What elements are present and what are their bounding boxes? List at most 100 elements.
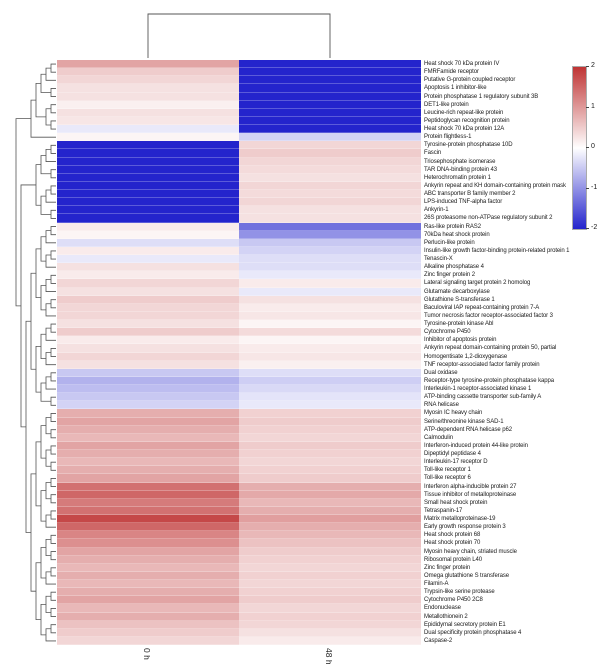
row-label: Ras-like protein RAS2 [424, 223, 481, 230]
heatmap-cell [57, 588, 239, 597]
heatmap-cell [239, 539, 421, 548]
heatmap-cell [239, 295, 421, 304]
row-label: Myosin heavy chain, striated muscle [424, 548, 517, 555]
legend-tick-label: 2 [591, 62, 595, 69]
heatmap-cell [57, 474, 239, 483]
row-label: Perlucin-like protein [424, 239, 475, 246]
row-label: TAR DNA-binding protein 43 [424, 166, 497, 173]
heatmap-cell [239, 181, 421, 190]
row-label: Lateral signaling target protein 2 homol… [424, 280, 531, 287]
heatmap-cell [239, 84, 421, 93]
row-label: Zinc finger protein [424, 564, 471, 571]
heatmap-cell [239, 441, 421, 450]
heatmap-cell [57, 141, 239, 150]
heatmap-cell [57, 116, 239, 125]
color-legend-bar [572, 66, 587, 230]
legend-tick-label: 1 [591, 102, 595, 110]
row-label: LPS-induced TNF-alpha factor [424, 199, 503, 206]
heatmap-cell [239, 190, 421, 199]
heatmap-cell [57, 238, 239, 247]
legend-tick-label: 0 [591, 143, 595, 150]
heatmap-cell [239, 604, 421, 613]
heatmap-cell [57, 636, 239, 645]
heatmap-cell [57, 181, 239, 190]
heatmap-cell [57, 214, 239, 223]
legend-tick-mark [586, 66, 589, 67]
row-label: Heat shock protein 68 [424, 532, 481, 539]
heatmap-cell [57, 125, 239, 134]
row-label: Serine/threonine kinase SAD-1 [424, 418, 504, 425]
heatmap-cell [239, 328, 421, 337]
heatmap-cell [57, 393, 239, 402]
row-labels: Heat shock 70 kDa protein IV FMRFamide re… [424, 60, 610, 645]
heatmap-cell [57, 620, 239, 629]
heatmap-cell [239, 433, 421, 442]
heatmap-cell [239, 506, 421, 515]
heatmap-cell [57, 206, 239, 215]
row-label: Dual specificity protein phosphatase 4 [424, 629, 522, 636]
heatmap-cell [57, 360, 239, 369]
heatmap-cell [239, 116, 421, 125]
heatmap-cell [57, 490, 239, 499]
row-label: ATP-binding cassette transporter sub-fam… [424, 394, 542, 401]
heatmap-cell [239, 596, 421, 605]
heatmap-cell [239, 214, 421, 223]
row-label: FMRFamide receptor [424, 69, 479, 76]
heatmap-cell [57, 425, 239, 434]
heatmap-cell [57, 376, 239, 385]
heatmap-cell [57, 344, 239, 353]
heatmap-cell [239, 393, 421, 402]
heatmap-cell [239, 336, 421, 345]
heatmap-cell [57, 133, 239, 142]
row-label: Baculoviral IAP repeat-containing protei… [424, 304, 540, 311]
row-label: Small heat shock protein [424, 499, 488, 506]
heatmap-cell [239, 409, 421, 418]
row-label: Tetraspanin-17 [424, 507, 463, 514]
row-label: Myosin IC heavy chain [424, 410, 483, 417]
heatmap-cell [57, 531, 239, 540]
heatmap-cell [239, 271, 421, 280]
heatmap-cell [239, 108, 421, 117]
row-label: Ankyrin-1 [424, 207, 449, 214]
row-label: Endonuclease [424, 605, 461, 612]
heatmap-cell [57, 385, 239, 394]
heatmap-cell [239, 547, 421, 556]
row-label: Heat shock 70 kDa protein 12A [424, 126, 505, 132]
row-label: Glutathione S-transferase 1 [424, 296, 495, 303]
row-label: Tissue inhibitor of metalloproteinase [424, 491, 517, 498]
row-label: Leucine-rich repeat-like protein [424, 109, 504, 116]
row-label: Glutamate decarboxylase [424, 288, 490, 295]
row-label: TNF receptor-associated factor family pr… [424, 361, 540, 368]
heatmap-cell [57, 100, 239, 109]
heatmap-cell [57, 255, 239, 264]
heatmap-cell [239, 173, 421, 182]
heatmap-cell [239, 482, 421, 491]
row-label: Interleukin-17 receptor D [424, 459, 488, 466]
heatmap-cell [57, 328, 239, 337]
heatmap-cell [239, 620, 421, 629]
row-label: Heterochromatin protein 1 [424, 174, 491, 181]
heatmap-cell [57, 230, 239, 239]
heatmap-cell [57, 149, 239, 158]
row-label: Apoptosis 1 inhibitor-like [424, 85, 487, 92]
heatmap-cell [57, 92, 239, 101]
heatmap-cell [239, 352, 421, 361]
row-label: Cytochrome P450 2C8 [424, 597, 483, 604]
heatmap-cell [57, 612, 239, 621]
legend-tick-mark [586, 106, 589, 108]
heatmap-cell [239, 263, 421, 272]
row-label: Alkaline phosphatase 4 [424, 264, 484, 271]
row-label: Caspase-2 [424, 637, 453, 644]
heatmap-cell [239, 450, 421, 459]
row-label: Insulin-like growth factor-binding prote… [424, 247, 570, 254]
row-label: Heat shock 70 kDa protein IV [424, 61, 500, 67]
heatmap-cell [239, 588, 421, 597]
heatmap-cell [57, 563, 239, 572]
heatmap-cell [239, 425, 421, 434]
heatmap-cell [57, 352, 239, 361]
heatmap-cell [239, 279, 421, 288]
heatmap-cell [57, 506, 239, 515]
heatmap-cell [239, 458, 421, 467]
heatmap-cell [239, 344, 421, 353]
row-label: Epididymal secretory protein E1 [424, 621, 506, 628]
